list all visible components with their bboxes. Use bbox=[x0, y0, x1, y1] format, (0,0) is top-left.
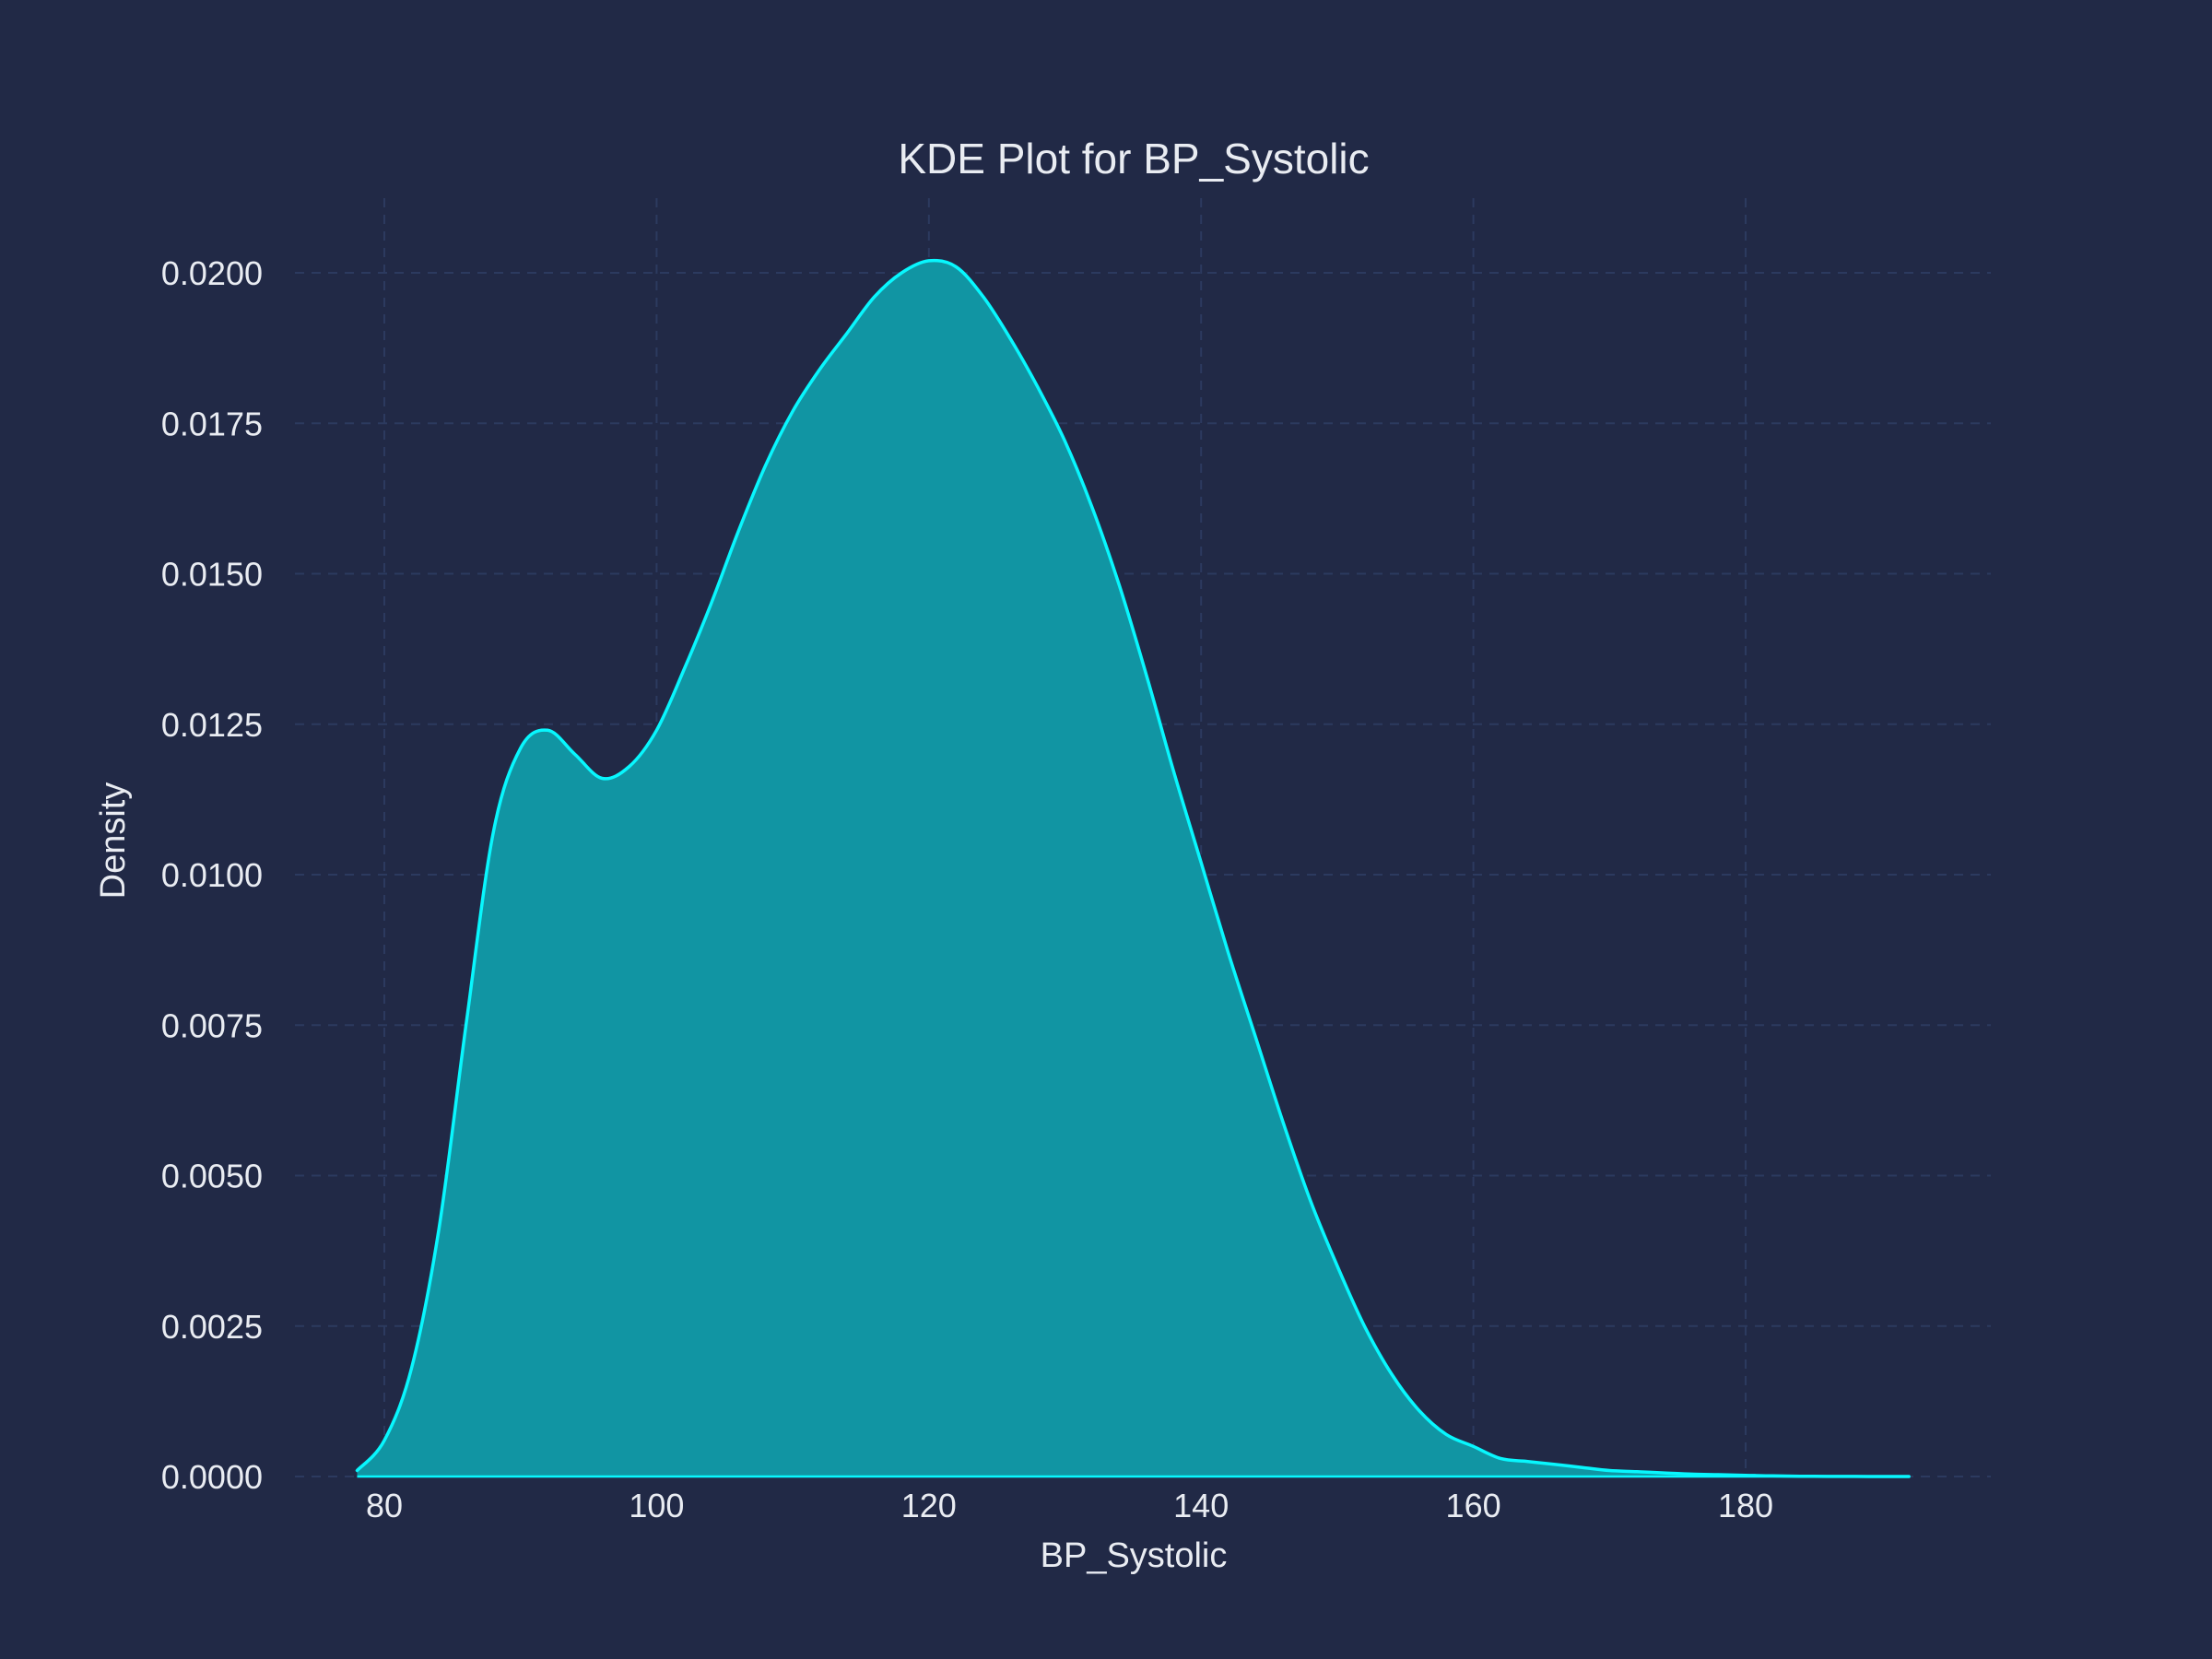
y-tick-label: 0.0175 bbox=[161, 405, 263, 442]
series-layer bbox=[355, 258, 1911, 1478]
y-tick-label: 0.0200 bbox=[161, 254, 263, 292]
x-tick-label: 160 bbox=[1446, 1487, 1501, 1524]
kde-curve-line bbox=[355, 258, 1911, 1478]
tick-labels: 0.0000 0.0025 0.0050 0.0075 0.0100 0.0125 0.01… bbox=[161, 254, 1773, 1524]
y-tick-label: 0.0025 bbox=[161, 1308, 263, 1346]
x-tick-label: 120 bbox=[901, 1487, 957, 1524]
x-tick-label: 80 bbox=[366, 1487, 403, 1524]
kde-area-fill bbox=[357, 260, 1910, 1477]
y-tick-label: 0.0075 bbox=[161, 1006, 263, 1044]
y-tick-label: 0.0150 bbox=[161, 556, 263, 594]
chart-title: KDE Plot for BP_Systolic bbox=[898, 135, 1369, 182]
y-tick-label: 0.0125 bbox=[161, 706, 263, 744]
x-tick-label: 180 bbox=[1718, 1487, 1773, 1524]
x-tick-label: 140 bbox=[1173, 1487, 1229, 1524]
y-tick-label: 0.0100 bbox=[161, 856, 263, 894]
y-tick-label: 0.0000 bbox=[161, 1458, 263, 1496]
x-axis-label: BP_Systolic bbox=[1041, 1536, 1228, 1575]
y-axis-label: Density bbox=[94, 782, 133, 900]
y-tick-label: 0.0050 bbox=[161, 1158, 263, 1195]
x-tick-label: 100 bbox=[629, 1487, 684, 1524]
